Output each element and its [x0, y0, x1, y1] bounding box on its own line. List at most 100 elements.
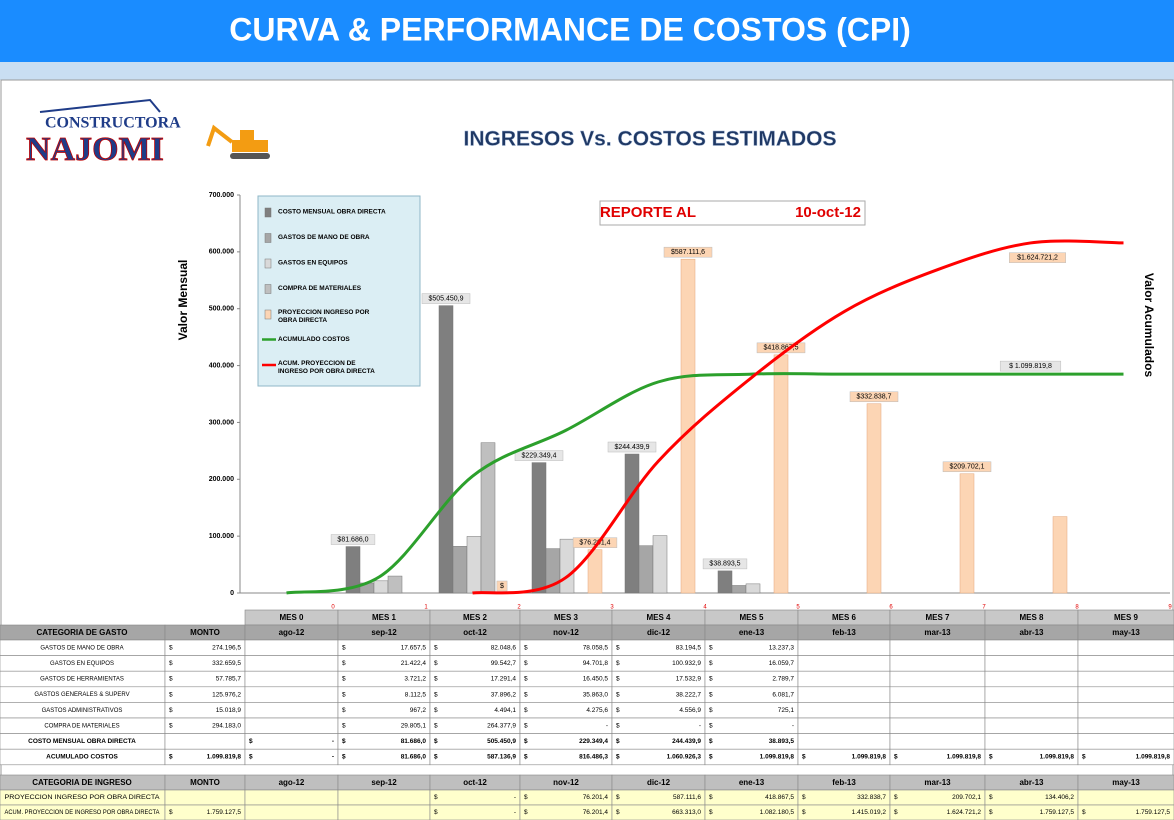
table-cell — [244, 804, 339, 820]
x-tick-label: 0 — [331, 605, 335, 611]
currency: $ — [169, 645, 173, 652]
table-cell — [611, 717, 706, 734]
cell-value: 100.932,9 — [672, 660, 701, 667]
currency: $ — [616, 754, 620, 761]
table-header: CATEGORIA DE INGRESO — [32, 778, 132, 787]
cell-value: 83.194,5 — [676, 645, 702, 652]
logo-excavator — [206, 124, 270, 159]
cell-value: 229.349,4 — [579, 738, 608, 745]
month-header: nov-12 — [553, 778, 579, 787]
cell-value: 587.111,6 — [673, 794, 701, 801]
cell-value: 209.702,1 — [952, 794, 981, 801]
cell-value: 4.556,9 — [679, 707, 701, 714]
legend-swatch — [264, 258, 272, 269]
currency: $ — [524, 809, 528, 816]
table-cell — [1077, 789, 1174, 806]
currency: $ — [989, 754, 993, 761]
table-cell — [704, 717, 799, 734]
cell-value: 816.486,3 — [579, 754, 608, 761]
cell-value: 264.377,9 — [487, 723, 516, 730]
cell-value: 4.494,1 — [494, 707, 516, 714]
cell-value: 16.059,7 — [769, 660, 795, 667]
currency: $ — [709, 645, 713, 652]
cell-value: 294.183,0 — [212, 723, 241, 730]
data-label-bg — [514, 450, 564, 461]
y-tick-label: 700.000 — [209, 192, 234, 199]
x-tick-label: 1 — [424, 605, 428, 611]
legend-box — [257, 195, 421, 387]
mes-header: MES 4 — [646, 613, 671, 622]
cell-value: 94.701,8 — [583, 660, 609, 667]
month-header: sep-12 — [371, 628, 397, 637]
currency: $ — [169, 676, 173, 683]
cell-value: 57.785,7 — [216, 676, 242, 683]
line — [286, 372, 1124, 595]
row-label: COSTO MENSUAL OBRA DIRECTA — [28, 738, 136, 745]
row-label: ACUM. PROYECCION DE INGRESO POR OBRA DIR… — [5, 810, 160, 816]
month-header: dic-12 — [647, 778, 671, 787]
table-cell — [244, 717, 339, 734]
cell-value: 1.082.180,5 — [760, 809, 795, 816]
month-header: ene-13 — [739, 628, 765, 637]
currency: $ — [434, 754, 438, 761]
currency: $ — [342, 723, 346, 730]
bar — [717, 570, 733, 594]
currency: $ — [616, 645, 620, 652]
cell-value: 81.686,0 — [401, 754, 427, 761]
table-cell — [797, 733, 891, 750]
table-cell — [984, 733, 1079, 750]
legend-swatch — [264, 207, 272, 218]
legend-label: COMPRA DE MATERIALES — [278, 285, 362, 292]
month-header: may-13 — [1112, 778, 1140, 787]
month-header: ene-13 — [739, 778, 765, 787]
currency: $ — [434, 707, 438, 714]
currency: $ — [709, 794, 713, 801]
table-cell — [337, 804, 431, 820]
bar — [531, 462, 547, 594]
cell-value: 82.048,6 — [491, 645, 517, 652]
bar — [745, 583, 761, 594]
currency: $ — [169, 723, 173, 730]
cell-value: - — [514, 809, 516, 816]
y-tick-label: 600.000 — [209, 249, 234, 256]
mes-header: MES 0 — [279, 613, 304, 622]
table-cell — [984, 686, 1079, 703]
bar — [652, 535, 668, 594]
month-header: sep-12 — [371, 778, 397, 787]
month-header: mar-13 — [924, 778, 951, 787]
y-tick-label: 100.000 — [209, 533, 234, 540]
currency: $ — [709, 754, 713, 761]
mes-header: MES 3 — [554, 613, 579, 622]
table-cell — [889, 655, 986, 672]
currency: $ — [709, 809, 713, 816]
currency: $ — [616, 660, 620, 667]
currency: $ — [524, 794, 528, 801]
data-label: $209.702,1 — [949, 464, 984, 471]
table-cell — [797, 702, 891, 719]
data-label: $38.893,5 — [709, 561, 740, 568]
data-label-bg — [421, 293, 471, 304]
currency: $ — [169, 707, 173, 714]
table-cell — [889, 639, 986, 656]
y-tick-label: 500.000 — [209, 306, 234, 313]
month-header: abr-13 — [1019, 628, 1044, 637]
table-cell — [797, 639, 891, 656]
table-cell — [1077, 655, 1174, 672]
currency: $ — [524, 645, 528, 652]
cell-value: 16.450,5 — [583, 676, 609, 683]
bar — [373, 580, 389, 594]
cell-value: 38.222,7 — [676, 691, 702, 698]
cell-value: 17.657,5 — [401, 645, 427, 652]
row-label: GASTOS ADMINISTRATIVOS — [42, 708, 123, 714]
currency: $ — [709, 691, 713, 698]
table-cell — [164, 789, 246, 806]
data-label: $76.201,4 — [579, 540, 610, 547]
cell-value: - — [699, 723, 701, 730]
currency: $ — [342, 691, 346, 698]
cell-value: 1.099.819,8 — [947, 754, 982, 761]
row-label: GASTOS GENERALES & SUPERV — [34, 692, 129, 698]
x-tick-label: 3 — [610, 605, 614, 611]
currency: $ — [524, 660, 528, 667]
currency: $ — [802, 754, 806, 761]
